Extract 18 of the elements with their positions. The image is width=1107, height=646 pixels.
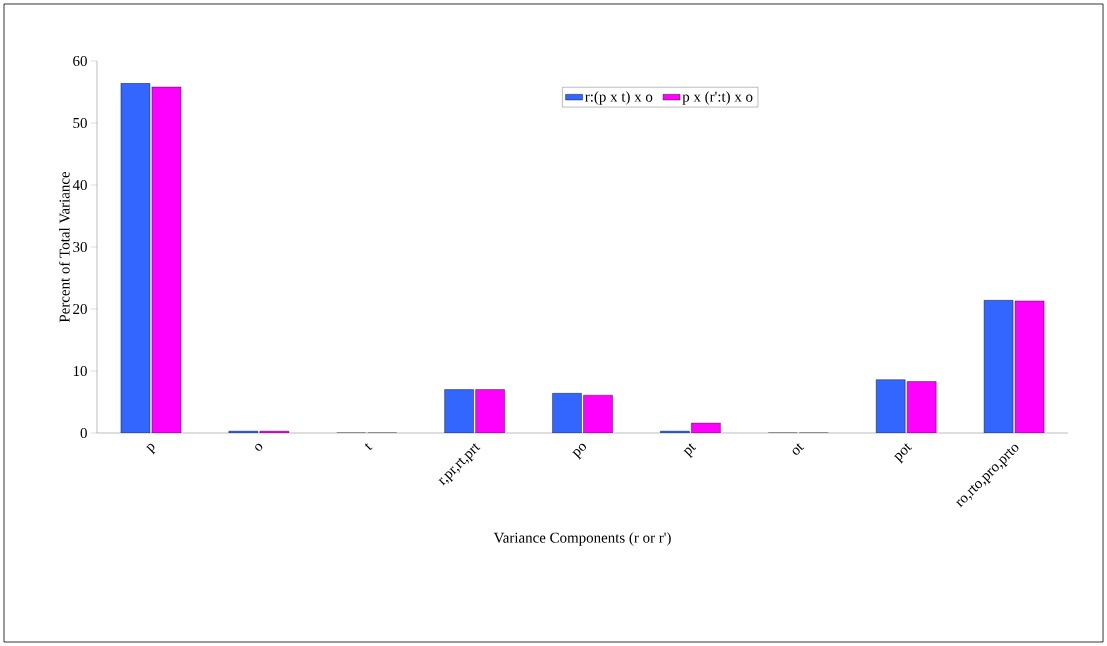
y-tick-label: 0 (80, 427, 87, 439)
x-axis-title: Variance Components (r or r') (493, 532, 671, 546)
legend-label: r:(p x t) x o (585, 91, 653, 105)
x-tick-label: p (146, 443, 156, 455)
legend-label: p x (r':t) x o (682, 91, 753, 105)
y-tick-label: 10 (73, 365, 87, 377)
x-tick-label: pt (683, 443, 697, 459)
x-tick-label: o (255, 443, 263, 451)
x-tick-label: pot (894, 443, 912, 464)
y-tick-label: 60 (73, 55, 87, 67)
y-tick-label: 30 (73, 241, 87, 253)
y-tick-label: 20 (73, 303, 87, 315)
x-tick-label: ot (792, 443, 804, 455)
y-tick-label: 40 (72, 179, 87, 191)
y-axis-title: Percent of Total Variance (58, 171, 70, 323)
y-tick-label: 50 (73, 117, 87, 129)
x-tick-label: t (365, 443, 373, 450)
x-tick-label: po (572, 443, 586, 460)
